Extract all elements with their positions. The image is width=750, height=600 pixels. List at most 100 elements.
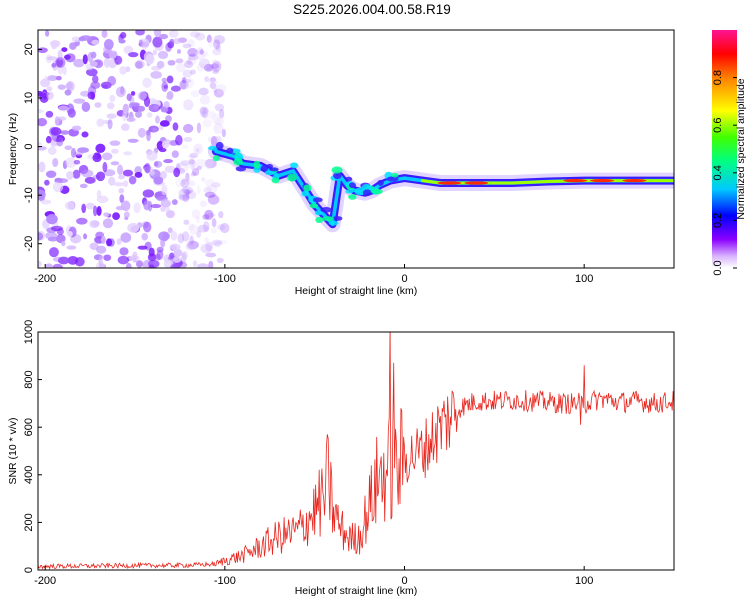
spectrogram-noise-blob	[66, 245, 77, 250]
ridge-cluster	[386, 176, 399, 182]
spectrogram-noise-blob	[172, 122, 179, 131]
spectrogram-noise-blob	[52, 158, 59, 168]
spectrogram-noise-blob	[160, 199, 171, 208]
ridge-cluster	[332, 216, 343, 221]
spectrogram-noise-blob	[38, 47, 48, 54]
spectrogram-noise-blob	[181, 144, 189, 150]
spectrogram-noise-blob	[94, 102, 102, 108]
ridge-cluster	[314, 210, 323, 216]
spectrogram-noise-blob	[109, 94, 116, 103]
spectrogram-noise-blob	[194, 50, 206, 60]
spectrogram-noise-blob	[141, 232, 148, 241]
spectrogram-noise-blob	[106, 113, 117, 119]
spectrogram-noise-blob	[207, 194, 220, 205]
spectrogram-noise-blob	[45, 135, 52, 144]
spectrogram-noise-blob	[214, 103, 225, 112]
spectrogram-noise-blob	[87, 51, 94, 63]
spectrogram-noise-blob	[203, 187, 212, 194]
spectrogram-noise-blob	[210, 227, 218, 234]
spectrogram-noise-blob	[211, 182, 221, 188]
spectrogram-noise-blob	[199, 200, 208, 208]
spectrogram-noise-blob	[145, 53, 155, 65]
spectrogram-noise-blob	[170, 230, 178, 241]
spectrogram-noise-blob	[103, 212, 110, 217]
spectrogram-noise-blob	[219, 223, 230, 234]
chart-title: S225.2026.004.00.58.R19	[293, 2, 451, 17]
spectrogram-noise-blob	[184, 60, 194, 69]
spectrogram-noise-blob	[103, 57, 111, 68]
spectrogram-noise-blob	[102, 161, 108, 173]
spectrogram-noise-blob	[165, 210, 175, 219]
ridge-peak	[437, 181, 462, 185]
spectrogram-noise-blob	[120, 32, 127, 39]
y-tick-label: 20	[23, 43, 35, 55]
spectrogram-noise-blob	[135, 110, 143, 118]
spectrogram-noise-blob	[176, 49, 182, 54]
spectrogram-noise-blob	[153, 30, 162, 38]
spectrogram-noise-blob	[208, 38, 216, 48]
spectrogram-noise-blob	[123, 45, 134, 55]
spectrogram-noise-blob	[38, 232, 44, 241]
spectrogram-noise-blob	[204, 191, 216, 198]
spectrogram-noise-blob	[73, 159, 81, 165]
spectrogram-noise-blob	[193, 143, 203, 155]
ridge-cluster	[333, 171, 342, 180]
spectrogram-noise-blob	[122, 111, 127, 122]
spectrogram-noise-blob	[47, 75, 58, 82]
ridge-cluster	[301, 190, 309, 197]
spectrogram-noise-blob	[71, 125, 82, 131]
spectrogram-noise-blob	[153, 176, 164, 185]
spectrogram-noise-blob	[171, 150, 179, 158]
spectrogram-noise-blob	[95, 143, 106, 154]
spectrogram-noise-blob	[43, 75, 48, 85]
spectrogram-noise-blob	[111, 148, 119, 154]
spectrogram-noise-blob	[199, 94, 211, 105]
spectrogram-noise-blob	[188, 53, 199, 61]
spectrogram-noise-blob	[211, 239, 223, 246]
spectrogram-noise-blob	[89, 242, 99, 250]
spectrogram-noise-blob	[197, 224, 209, 233]
spectrogram-noise-blob	[128, 175, 137, 185]
ridge-cluster	[312, 197, 323, 203]
spectrogram-noise-blob	[213, 34, 226, 45]
spectrogram-noise-blob	[169, 252, 175, 260]
ridge-cluster	[391, 173, 399, 178]
spectrogram-noise-blob	[214, 116, 225, 126]
spectrogram-noise-blob	[92, 205, 98, 217]
x-tick-label: -200	[34, 273, 56, 285]
spectrogram-noise-blob	[189, 235, 194, 246]
spectrogram-noise-blob	[81, 203, 87, 214]
spectrogram-noise-blob	[40, 199, 52, 205]
spectrogram-noise-blob	[122, 169, 134, 177]
spectrogram-noise-blob	[194, 32, 206, 41]
spectrogram-noise-blob	[138, 39, 143, 47]
spectrogram-noise-blob	[203, 221, 210, 232]
spectrogram-noise-blob	[182, 78, 192, 84]
spectrogram-noise-blob	[132, 251, 138, 261]
spectrogram-noise-blob	[209, 77, 217, 83]
spectrogram-noise-blob	[191, 159, 197, 171]
snr-y-ticks: 0 200 400 600 800 1000	[23, 320, 42, 573]
spectrogram-noise-blob	[180, 79, 187, 90]
spectrogram-noise-blob	[153, 160, 163, 168]
spectrogram-noise-blob	[181, 77, 187, 84]
spectrogram-noise-blob	[152, 36, 163, 48]
spectrogram-noise-blob	[71, 36, 81, 43]
ridge-cluster	[322, 216, 335, 222]
spectrogram-noise-blob	[175, 62, 186, 73]
spectrogram-noise-blob	[50, 40, 61, 48]
spectrogram-noise-blob	[81, 169, 94, 178]
spectrogram-noise-blob	[114, 55, 123, 65]
spectrogram-noise-blob	[188, 158, 195, 165]
snr-series-line	[38, 332, 674, 570]
spectrogram-noise-blob	[95, 171, 106, 182]
spectrogram-noise-blob	[209, 82, 217, 89]
spectrogram-noise-blob	[116, 238, 122, 245]
spectrogram-noise-blob	[177, 233, 185, 244]
ridge-cluster	[286, 173, 298, 182]
spectrogram-noise-blob	[100, 235, 106, 244]
spectrogram-noise-blob	[52, 263, 64, 268]
spectrogram-noise-blob	[98, 255, 103, 266]
y-tick-label: 400	[23, 466, 35, 484]
spectrogram-noise-blob	[38, 161, 46, 173]
